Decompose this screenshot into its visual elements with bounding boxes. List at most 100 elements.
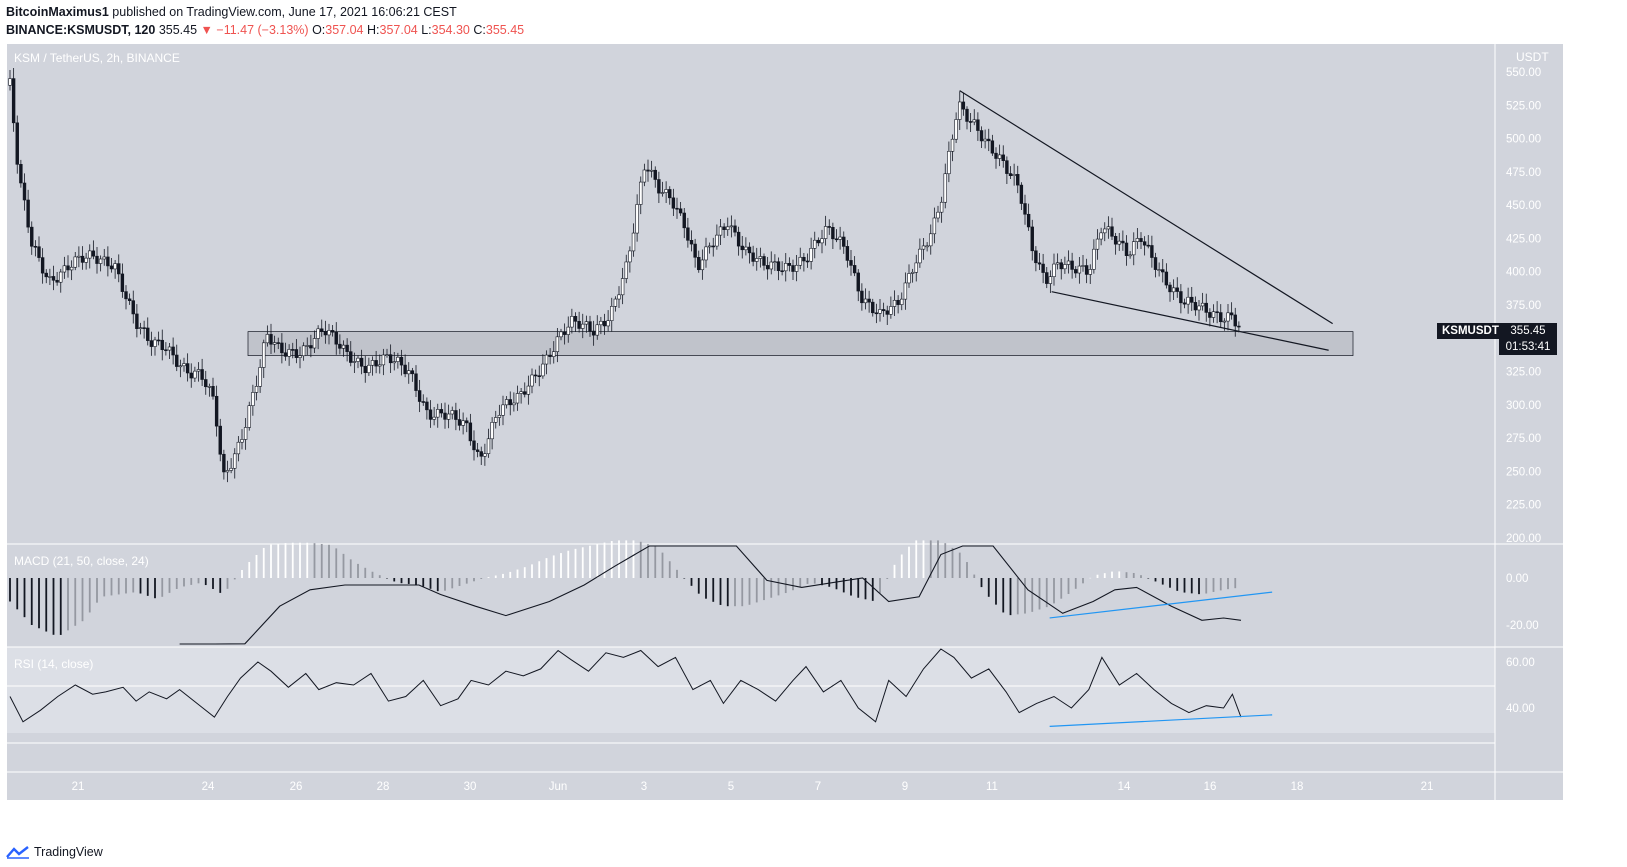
candle-body-up xyxy=(838,236,842,240)
candle xyxy=(356,355,360,369)
candle xyxy=(657,171,661,204)
candle-body-up xyxy=(823,226,828,239)
time-tick-label: 21 xyxy=(72,781,85,793)
candle-body-down xyxy=(646,169,650,172)
candle-body-down xyxy=(787,263,792,266)
candle-body-down xyxy=(657,179,661,194)
candle-body-down xyxy=(722,226,726,230)
macd-histogram-bar xyxy=(900,554,903,578)
macd-histogram-bar xyxy=(226,578,229,589)
macd-histogram-bar xyxy=(813,578,816,584)
candle xyxy=(1153,252,1158,278)
candle-body-down xyxy=(1045,272,1049,284)
candle xyxy=(642,163,647,187)
candle xyxy=(22,173,27,211)
candle xyxy=(77,246,81,268)
support-zone[interactable] xyxy=(247,331,1354,356)
macd-histogram-bar xyxy=(516,569,519,578)
macd-histogram-bar xyxy=(502,573,504,578)
candle-body-down xyxy=(1190,296,1194,303)
resistance-trendline[interactable] xyxy=(959,90,1333,325)
candle-body-up xyxy=(196,369,201,372)
candle-body-down xyxy=(51,276,56,281)
candle-body-up xyxy=(1081,265,1085,267)
macd-histogram-bar xyxy=(1096,574,1099,578)
candle-body-up xyxy=(584,321,589,325)
high-value: 357.04 xyxy=(379,23,418,37)
candle-body-down xyxy=(1026,213,1031,228)
candle xyxy=(1139,232,1143,250)
candle-body-down xyxy=(109,265,114,270)
symbol-label: BINANCE:KSMUSDT, 120 xyxy=(6,23,156,37)
candle xyxy=(570,308,574,334)
macd-histogram-bar xyxy=(545,558,548,578)
candle-body-up xyxy=(1157,269,1161,271)
macd-histogram-bar xyxy=(59,578,62,635)
candle-body-down xyxy=(979,130,984,142)
candle xyxy=(1103,222,1107,242)
candle-body-down xyxy=(736,231,741,247)
candle-body-down xyxy=(269,334,273,345)
candle-body-down xyxy=(1041,263,1045,273)
author-name[interactable]: BitcoinMaximus1 xyxy=(6,5,109,19)
candle xyxy=(697,250,701,273)
candle xyxy=(736,226,741,256)
macd-histogram-bar xyxy=(654,546,657,578)
rsi-tick-label: 60.00 xyxy=(1506,657,1535,669)
candle xyxy=(1074,266,1078,278)
macd-histogram-bar xyxy=(1045,578,1048,608)
candle-body-up xyxy=(1066,260,1071,265)
macd-histogram-bar xyxy=(103,578,106,597)
candle-body-down xyxy=(588,321,592,332)
candle xyxy=(204,370,208,395)
candle xyxy=(461,412,465,435)
candle xyxy=(1168,282,1172,302)
candle xyxy=(649,160,654,178)
candle xyxy=(88,244,92,269)
candle-body-down xyxy=(573,316,578,322)
candle-body-up xyxy=(240,439,244,443)
candle-body-down xyxy=(218,425,222,455)
macd-histogram-bar xyxy=(291,542,294,578)
close-label: C: xyxy=(473,23,486,37)
candle-body-down xyxy=(816,239,821,244)
macd-histogram-bar xyxy=(1190,578,1193,594)
candle-body-up xyxy=(407,370,411,375)
macd-divergence-line[interactable] xyxy=(1049,591,1273,619)
candle-body-down xyxy=(965,108,969,122)
rsi-line[interactable] xyxy=(9,648,1242,723)
candle xyxy=(932,207,937,244)
rsi-divergence-line[interactable] xyxy=(1049,714,1273,727)
candle-body-up xyxy=(1048,276,1053,284)
candle-body-up xyxy=(233,453,237,469)
candle-body-down xyxy=(294,349,299,358)
candle xyxy=(149,331,154,356)
macd-signal-line[interactable] xyxy=(179,545,1242,645)
candle-body-down xyxy=(834,238,839,241)
chart-canvas[interactable]: 550.00 525.00 500.00 475.00 450.00 425.00 400.… xyxy=(0,44,1627,840)
candle xyxy=(562,323,567,345)
candle xyxy=(240,429,244,450)
candle-body-up xyxy=(370,360,375,366)
macd-histogram-bar xyxy=(712,578,715,602)
candle xyxy=(987,128,991,152)
candle-body-up xyxy=(570,316,574,328)
candle-body-down xyxy=(171,346,175,356)
tradingview-logo[interactable]: TradingView xyxy=(6,845,103,859)
candle xyxy=(1208,308,1212,327)
macd-histogram-bar xyxy=(1009,578,1012,616)
candle xyxy=(530,368,534,394)
candle xyxy=(265,325,270,347)
candle-body-down xyxy=(388,354,393,364)
support-trendline[interactable] xyxy=(1051,291,1329,351)
macd-histogram-bar xyxy=(1031,578,1034,612)
candle-body-down xyxy=(602,320,607,327)
candle xyxy=(983,129,987,149)
candle xyxy=(468,413,473,446)
candle xyxy=(233,448,237,479)
candle-body-down xyxy=(1110,226,1114,237)
candle-body-up xyxy=(1171,287,1176,293)
candle-body-down xyxy=(222,453,226,473)
candle-body-up xyxy=(1132,241,1136,256)
candle xyxy=(689,230,694,252)
